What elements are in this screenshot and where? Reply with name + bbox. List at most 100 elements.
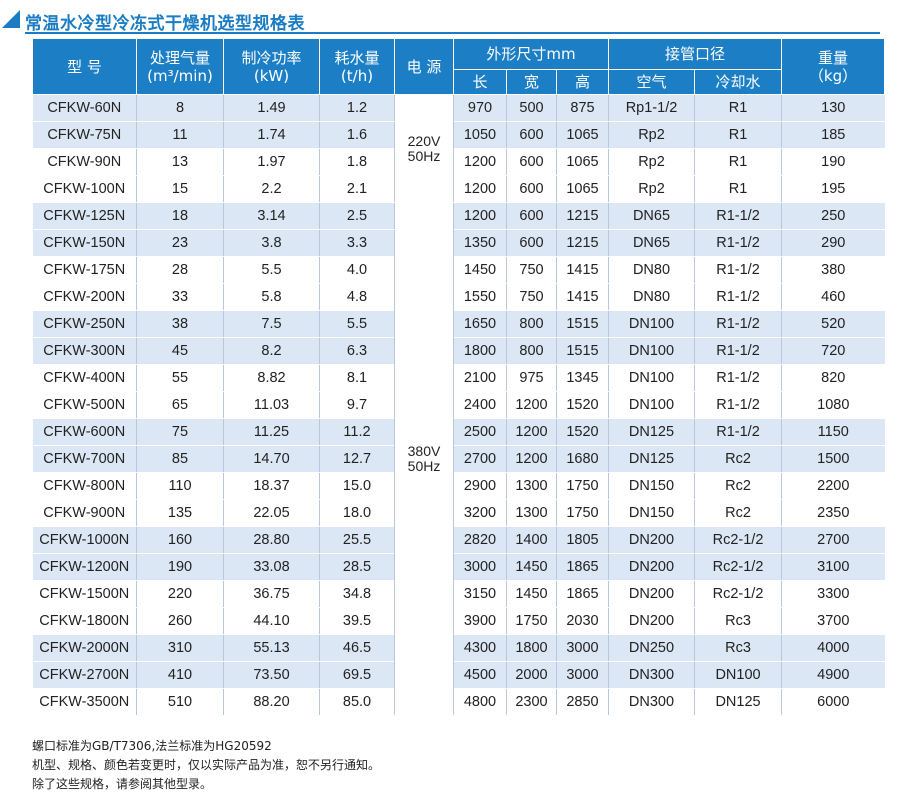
cell-air: DN300	[608, 661, 695, 689]
cell-weight: 3300	[781, 580, 885, 608]
cell-height: 1515	[556, 310, 609, 338]
cell-air: DN100	[608, 310, 695, 338]
cell-weight: 250	[781, 202, 885, 230]
note-line: 螺口标准为GB/T7306,法兰标准为HG20592	[32, 739, 272, 753]
cell-height: 1750	[556, 499, 609, 527]
header-cooling-unit: (kW)	[253, 66, 290, 85]
table-row: CFKW-700N 85 14.70 12.7 2700 1200 1680 DN125 Rc2…	[32, 445, 885, 473]
cell-water: 8.1	[319, 364, 395, 392]
cell-model: CFKW-900N	[32, 499, 137, 527]
page-title: 常温水冷型冷冻式干燥机选型规格表	[25, 14, 305, 34]
cell-water: 46.5	[319, 634, 395, 662]
cell-length: 2820	[453, 526, 507, 554]
header-height: 高	[556, 69, 609, 95]
cell-height: 1515	[556, 337, 609, 365]
cell-width: 500	[506, 94, 557, 122]
cell-length: 2400	[453, 391, 507, 419]
cell-height: 3000	[556, 661, 609, 689]
cell-model: CFKW-1000N	[32, 526, 137, 554]
cell-capacity: 13	[136, 148, 224, 176]
cell-length: 1350	[453, 229, 507, 257]
cell-capacity: 15	[136, 175, 224, 203]
cell-length: 1200	[453, 148, 507, 176]
cell-height: 1215	[556, 229, 609, 257]
cell-length: 2500	[453, 418, 507, 446]
header-dimensions: 外形尺寸mm	[453, 38, 609, 70]
cell-air: DN150	[608, 472, 695, 500]
cell-width: 975	[506, 364, 557, 392]
cell-water: 69.5	[319, 661, 395, 689]
cell-width: 750	[506, 256, 557, 284]
header-water-unit: (t/h)	[340, 66, 374, 85]
cell-cooling: 55.13	[223, 634, 320, 662]
cell-capacity: 8	[136, 94, 224, 122]
cell-air: DN200	[608, 607, 695, 635]
cell-width: 1400	[506, 526, 557, 554]
cell-height: 2030	[556, 607, 609, 635]
cell-length: 3900	[453, 607, 507, 635]
cell-cooling-water: R1-1/2	[694, 256, 783, 284]
cell-height: 2850	[556, 688, 609, 716]
cell-water: 3.3	[319, 229, 395, 257]
cell-air: Rp2	[608, 148, 695, 176]
cell-model: CFKW-800N	[32, 472, 137, 500]
cell-capacity: 85	[136, 445, 224, 473]
cell-weight: 130	[781, 94, 885, 122]
cell-capacity: 18	[136, 202, 224, 230]
cell-cooling: 11.25	[223, 418, 320, 446]
cell-width: 600	[506, 175, 557, 203]
cell-water: 15.0	[319, 472, 395, 500]
cell-capacity: 190	[136, 553, 224, 581]
cell-cooling-water: Rc2	[694, 445, 783, 473]
cell-air: DN200	[608, 526, 695, 554]
header-weight-label: 重量	[818, 48, 849, 67]
cell-air: DN65	[608, 229, 695, 257]
cell-width: 1450	[506, 553, 557, 581]
cell-air: DN300	[608, 688, 695, 716]
cell-water: 28.5	[319, 553, 395, 581]
cell-length: 2100	[453, 364, 507, 392]
cell-height: 3000	[556, 634, 609, 662]
cell-water: 18.0	[319, 499, 395, 527]
cell-cooling-water: R1-1/2	[694, 337, 783, 365]
cell-weight: 2200	[781, 472, 885, 500]
cell-length: 4300	[453, 634, 507, 662]
cell-cooling-water: DN125	[694, 688, 783, 716]
cell-capacity: 65	[136, 391, 224, 419]
cell-capacity: 11	[136, 121, 224, 149]
cell-height: 1750	[556, 472, 609, 500]
cell-air: Rp2	[608, 121, 695, 149]
cell-air: DN65	[608, 202, 695, 230]
cell-capacity: 410	[136, 661, 224, 689]
cell-water: 6.3	[319, 337, 395, 365]
table-row: CFKW-1800N 260 44.10 39.5 3900 1750 2030 DN200 R…	[32, 607, 885, 635]
cell-weight: 2350	[781, 499, 885, 527]
cell-capacity: 310	[136, 634, 224, 662]
header-water-label: 耗水量	[334, 48, 380, 67]
cell-power: 220V 50Hz	[394, 94, 454, 203]
cell-length: 970	[453, 94, 507, 122]
cell-length: 1650	[453, 310, 507, 338]
cell-cooling-water: Rc2	[694, 499, 783, 527]
header-piping: 接管口径	[607, 38, 783, 70]
cell-air: DN100	[608, 337, 695, 365]
cell-water: 1.2	[319, 94, 395, 122]
table-row: CFKW-1000N 160 28.80 25.5 2820 1400 1805 DN200 R…	[32, 526, 885, 554]
header-model: 型 号	[32, 38, 137, 95]
cell-model: CFKW-125N	[32, 202, 137, 230]
cell-cooling: 11.03	[223, 391, 320, 419]
table-row: CFKW-3500N 510 88.20 85.0 4800 2300 2850 DN300 D…	[32, 688, 885, 716]
cell-cooling: 36.75	[223, 580, 320, 608]
cell-height: 1520	[556, 391, 609, 419]
cell-model: CFKW-100N	[32, 175, 137, 203]
cell-cooling: 88.20	[223, 688, 320, 716]
table-row: CFKW-1200N 190 33.08 28.5 3000 1450 1865 DN200 R…	[32, 553, 885, 581]
header-cooling-water: 冷却水	[693, 69, 783, 95]
cell-water: 4.8	[319, 283, 395, 311]
cell-height: 1065	[556, 121, 609, 149]
cell-model: CFKW-1200N	[32, 553, 137, 581]
table-row: CFKW-75N 11 1.74 1.6 1050 600 1065 Rp2 R1 185	[32, 121, 885, 149]
cell-cooling-water: R1	[694, 94, 783, 122]
cell-air: DN125	[608, 445, 695, 473]
cell-cooling-water: Rc2-1/2	[694, 526, 783, 554]
